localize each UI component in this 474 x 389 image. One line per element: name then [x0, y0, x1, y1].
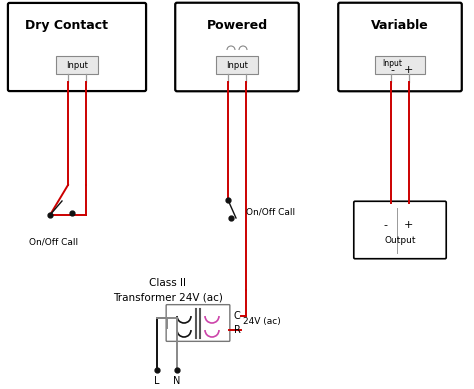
- FancyBboxPatch shape: [338, 3, 462, 91]
- FancyBboxPatch shape: [175, 3, 299, 91]
- Text: L: L: [154, 376, 160, 386]
- Text: C: C: [234, 311, 241, 321]
- Text: N: N: [173, 376, 181, 386]
- Bar: [375, 56, 425, 74]
- Text: 24V (ac): 24V (ac): [243, 317, 281, 326]
- Text: Dry Contact: Dry Contact: [26, 19, 109, 32]
- Bar: [216, 56, 258, 74]
- Text: Input: Input: [382, 58, 402, 68]
- Text: Variable: Variable: [371, 19, 429, 32]
- Text: On/Off Call: On/Off Call: [29, 237, 79, 246]
- Text: R: R: [234, 325, 241, 335]
- FancyBboxPatch shape: [166, 305, 230, 341]
- Text: Input: Input: [226, 61, 248, 70]
- Text: Input: Input: [66, 61, 88, 70]
- Text: Output: Output: [384, 235, 416, 245]
- Text: -: -: [383, 220, 387, 230]
- Bar: [56, 56, 98, 74]
- FancyBboxPatch shape: [8, 3, 146, 91]
- Text: Powered: Powered: [207, 19, 267, 32]
- Text: +: +: [403, 220, 413, 230]
- Text: On/Off Call: On/Off Call: [246, 207, 295, 217]
- Text: +: +: [403, 65, 413, 75]
- Text: Class II
Transformer 24V (ac): Class II Transformer 24V (ac): [113, 278, 223, 302]
- FancyBboxPatch shape: [354, 201, 446, 259]
- Text: -: -: [390, 65, 394, 75]
